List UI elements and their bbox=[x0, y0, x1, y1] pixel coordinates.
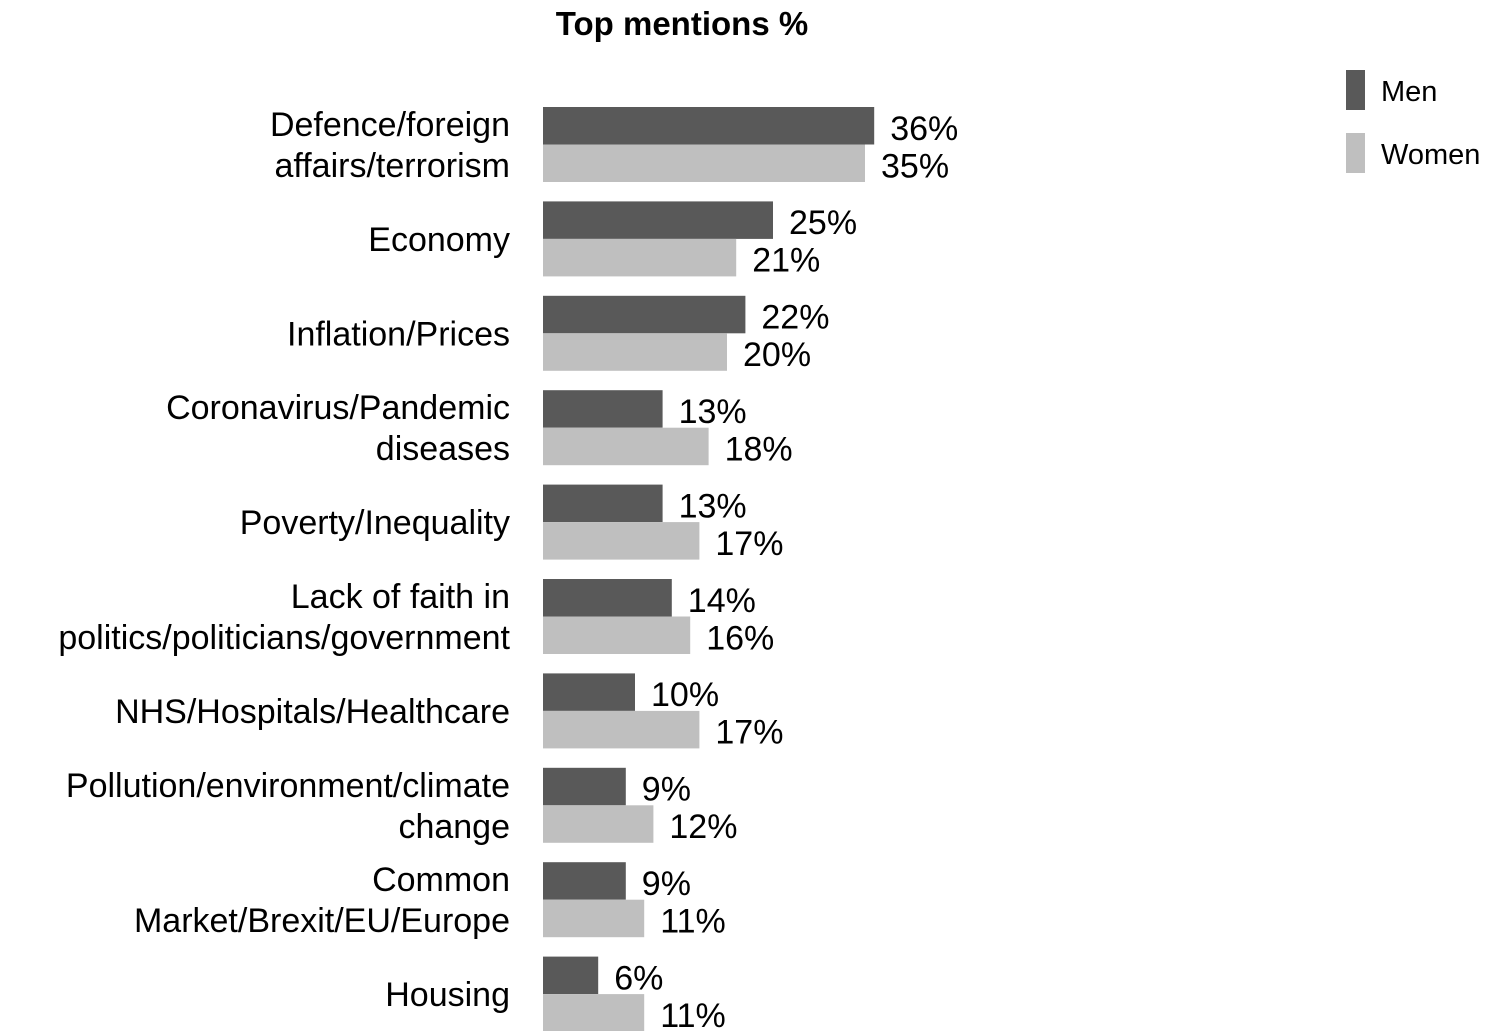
data-label-women: 17% bbox=[715, 525, 783, 563]
data-label-women: 21% bbox=[752, 242, 820, 280]
data-label-women: 17% bbox=[715, 714, 783, 752]
legend-swatch-men bbox=[1346, 70, 1365, 110]
category-label: NHS/Hospitals/Healthcare bbox=[115, 693, 510, 731]
legend-label-men: Men bbox=[1381, 76, 1437, 108]
bar-women bbox=[543, 144, 865, 182]
bar-men bbox=[543, 107, 875, 145]
bar-men bbox=[543, 201, 773, 239]
category-label: affairs/terrorism bbox=[274, 147, 510, 185]
data-label-men: 13% bbox=[679, 487, 747, 525]
bar-men bbox=[543, 484, 663, 523]
data-label-women: 12% bbox=[669, 808, 737, 846]
bar-women bbox=[543, 710, 700, 749]
bar-women bbox=[543, 805, 654, 843]
bar-women bbox=[543, 333, 727, 371]
legend-swatch-women bbox=[1346, 133, 1365, 173]
category-label: Market/Brexit/EU/Europe bbox=[134, 902, 510, 940]
data-label-men: 9% bbox=[642, 771, 691, 809]
bar-women bbox=[543, 994, 645, 1031]
data-label-men: 13% bbox=[679, 393, 747, 431]
data-label-women: 18% bbox=[725, 430, 793, 468]
bar-men bbox=[543, 295, 746, 334]
category-label: Pollution/environment/climate bbox=[66, 767, 510, 805]
bar-men bbox=[543, 579, 672, 617]
data-label-women: 20% bbox=[743, 336, 811, 374]
bar-men bbox=[543, 862, 626, 900]
data-label-men: 36% bbox=[890, 110, 958, 148]
chart-title: Top mentions % bbox=[556, 5, 808, 42]
bar-women bbox=[543, 238, 737, 277]
bar-women bbox=[543, 899, 645, 938]
legend: Men Women bbox=[1346, 70, 1480, 173]
bar-women bbox=[543, 427, 709, 466]
category-label: Coronavirus/Pandemic bbox=[166, 389, 510, 427]
data-label-women: 16% bbox=[706, 619, 774, 657]
data-label-men: 10% bbox=[651, 676, 719, 714]
category-label: Lack of faith in bbox=[291, 578, 510, 616]
category-label: politics/politicians/government bbox=[58, 619, 510, 657]
data-label-men: 14% bbox=[688, 582, 756, 620]
bar-men bbox=[543, 673, 635, 711]
data-label-men: 22% bbox=[761, 299, 829, 337]
category-label: diseases bbox=[376, 430, 510, 468]
data-label-women: 11% bbox=[660, 997, 726, 1031]
category-label: Poverty/Inequality bbox=[240, 504, 510, 542]
bar-women bbox=[543, 522, 700, 560]
category-label: Common bbox=[372, 861, 510, 899]
category-label: Housing bbox=[385, 976, 510, 1014]
bar-men bbox=[543, 390, 663, 428]
data-label-women: 11% bbox=[660, 902, 726, 940]
bar-women bbox=[543, 616, 691, 654]
category-label: Inflation/Prices bbox=[287, 315, 510, 353]
data-label-men: 25% bbox=[789, 204, 857, 242]
category-label: Defence/foreign bbox=[270, 106, 510, 144]
category-label: Economy bbox=[368, 221, 510, 259]
category-label: change bbox=[398, 808, 510, 846]
legend-label-women: Women bbox=[1381, 139, 1480, 171]
bar-men bbox=[543, 767, 626, 806]
bar-men bbox=[543, 956, 599, 995]
data-label-men: 9% bbox=[642, 865, 691, 903]
data-label-men: 6% bbox=[614, 959, 663, 997]
data-label-women: 35% bbox=[881, 147, 949, 185]
